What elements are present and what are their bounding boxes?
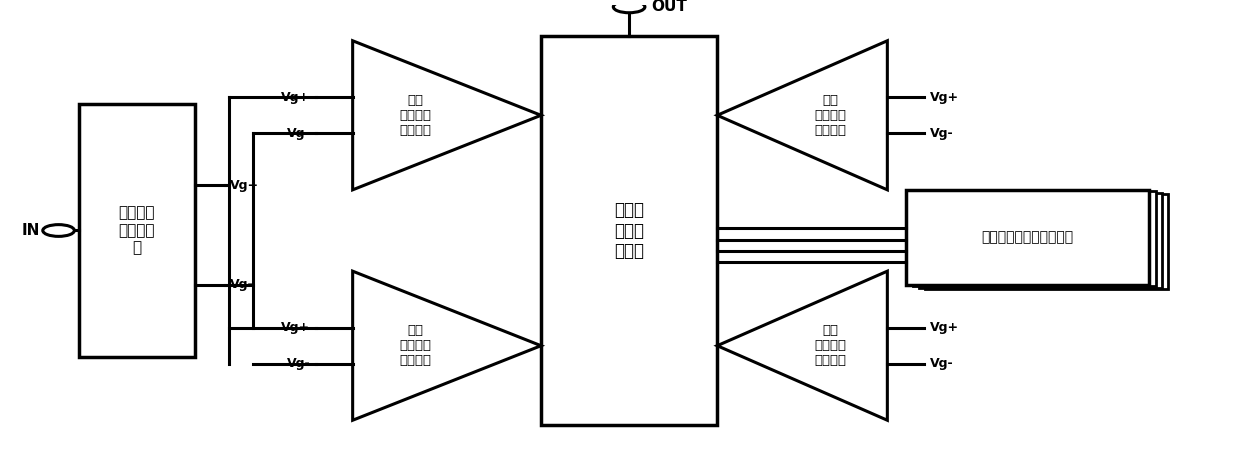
Polygon shape [717, 41, 888, 190]
Circle shape [614, 1, 645, 13]
Text: Vg-: Vg- [930, 357, 954, 370]
Text: IN: IN [22, 223, 41, 238]
Circle shape [42, 225, 74, 236]
Text: OUT: OUT [651, 0, 687, 14]
Bar [913, 191, 1156, 286]
Bar [541, 36, 717, 425]
Text: Vg+: Vg+ [281, 321, 310, 334]
Text: Vg-: Vg- [286, 357, 310, 370]
Text: 分布式
变压器
电网络: 分布式 变压器 电网络 [614, 201, 644, 260]
Text: Vg+: Vg+ [930, 321, 959, 334]
Bar [79, 104, 195, 357]
Polygon shape [352, 271, 541, 420]
Text: Vg+: Vg+ [229, 179, 259, 192]
Polygon shape [352, 41, 541, 190]
Text: 第一至第四漏极偏置网络: 第一至第四漏极偏置网络 [981, 230, 1073, 244]
Bar [905, 190, 1148, 285]
Text: Vg-: Vg- [286, 127, 310, 140]
Polygon shape [717, 271, 888, 420]
Text: 输入单端
转差分网
络: 输入单端 转差分网 络 [119, 206, 155, 255]
Text: 第三
堆叠差分
放大网络: 第三 堆叠差分 放大网络 [815, 94, 847, 137]
Text: Vg-: Vg- [229, 278, 253, 291]
Bar [919, 193, 1162, 288]
Text: Vg+: Vg+ [281, 91, 310, 104]
Bar [925, 194, 1168, 289]
Text: 第二
堆叠差分
放大网络: 第二 堆叠差分 放大网络 [815, 324, 847, 367]
Text: 第四
堆叠差分
放大网络: 第四 堆叠差分 放大网络 [399, 94, 432, 137]
Text: Vg+: Vg+ [930, 91, 959, 104]
Text: 第一
堆叠差分
放大网络: 第一 堆叠差分 放大网络 [399, 324, 432, 367]
Text: Vg-: Vg- [930, 127, 954, 140]
